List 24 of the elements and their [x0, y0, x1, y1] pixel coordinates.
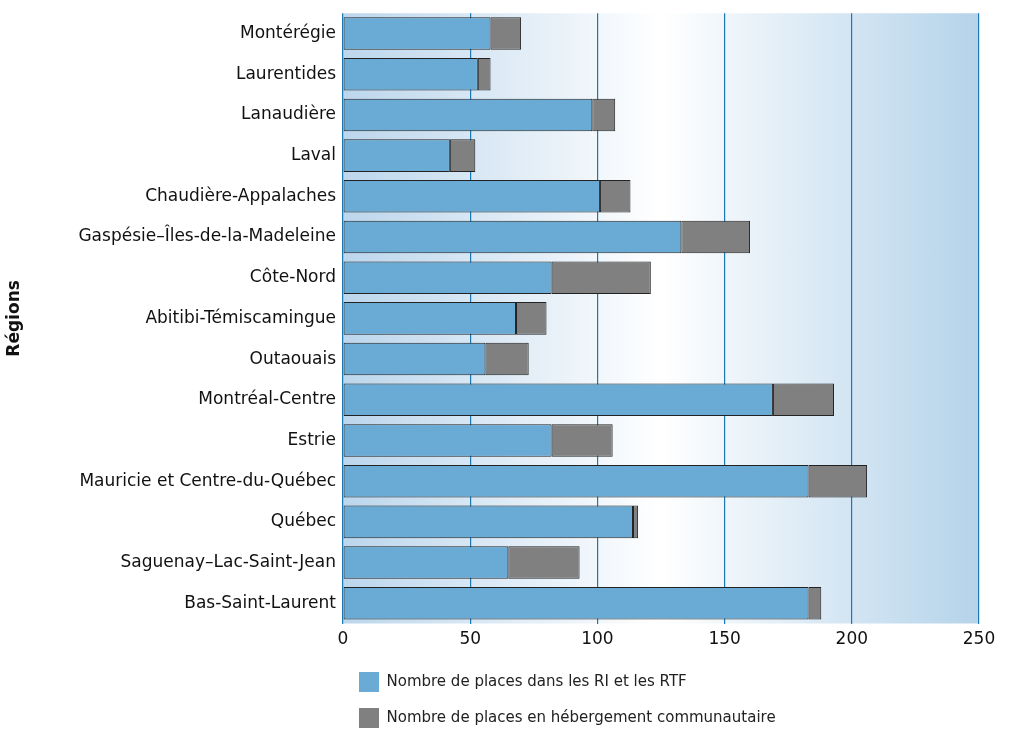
y-tick-label: Gaspésie–Îles-de-la-Madeleine	[78, 224, 336, 246]
x-tick-label: 200	[835, 628, 869, 649]
y-tick-label: Bas-Saint-Laurent	[184, 591, 337, 612]
x-tick-label: 250	[962, 628, 996, 649]
x-tick-label: 50	[459, 628, 482, 649]
legend-label: Nombre de places en hébergement communautaire	[386, 707, 776, 726]
y-tick-label: Chaudière-Appalaches	[145, 184, 337, 205]
x-tick-label: 100	[581, 628, 614, 649]
y-tick-label: Québec	[270, 510, 336, 531]
y-tick-label: Laval	[290, 144, 336, 165]
y-tick-label: Saguenay–Lac-Saint-Jean	[120, 550, 336, 571]
y-tick-label: Abitibi-Témiscamingue	[145, 306, 336, 327]
y-tick-label: Montréal-Centre	[198, 388, 336, 409]
x-tick-label: 150	[708, 628, 741, 649]
y-tick-label: Laurentides	[235, 62, 337, 83]
y-tick-label: Estrie	[287, 428, 336, 449]
y-tick-label: Côte-Nord	[249, 266, 336, 287]
x-tick-label: 0	[337, 628, 349, 649]
y-tick-label: Outaouais	[249, 347, 337, 368]
legend-label: Nombre de places dans les RI et les RTF	[386, 671, 687, 690]
y-tick-label: Montérégie	[239, 21, 336, 42]
y-tick-label: Lanaudière	[241, 103, 336, 124]
y-tick-label: Mauricie et Centre-du-Québec	[79, 469, 336, 490]
y-axis-title: Régions	[2, 280, 23, 357]
